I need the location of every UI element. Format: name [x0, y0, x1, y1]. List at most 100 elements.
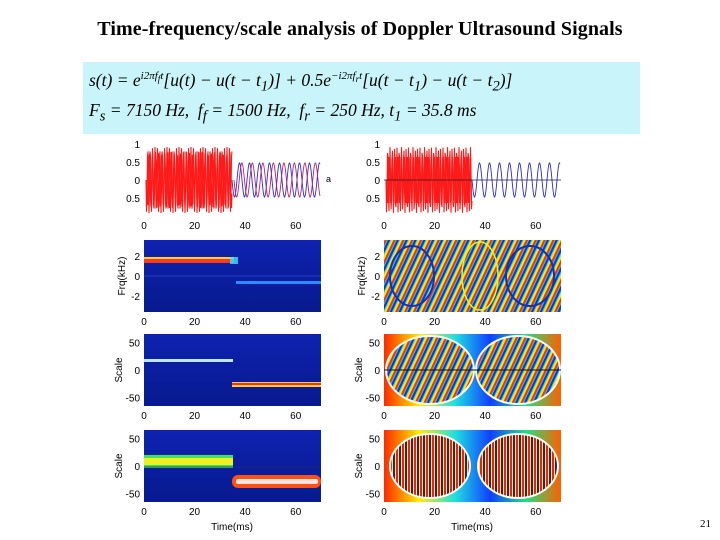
right-phase-scalogram-panel-2 — [384, 430, 561, 502]
time-tick-label: 60 — [530, 411, 542, 422]
signal-tick-label: 0.5 — [366, 158, 380, 169]
signal-tick-label: 0 — [134, 176, 140, 187]
scale-lobe-forward — [389, 433, 471, 499]
time-tick-label: 0 — [381, 317, 387, 328]
signal-tick-label: 1 — [134, 140, 140, 151]
time-tick-label: 60 — [530, 221, 542, 232]
reverse-scale-ridge-core — [232, 383, 321, 385]
scale-tick-label: 50 — [369, 339, 381, 350]
frequency-tick-label: -2 — [131, 292, 140, 303]
time-tick-label: 20 — [429, 507, 441, 518]
left-time-axis-label: Time(ms) — [211, 522, 253, 533]
time-tick-label: 20 — [429, 317, 441, 328]
time-tick-label: 20 — [189, 411, 201, 422]
forward-flow-ridge — [144, 258, 234, 263]
right-scale-axis-label-1: Scale — [354, 357, 365, 382]
frequency-tick-label: -2 — [371, 292, 380, 303]
right-phase-spectrogram — [384, 240, 561, 312]
time-tick-label: 0 — [381, 221, 387, 232]
scale-lobe-reverse — [477, 433, 559, 499]
right-signal-panel — [384, 144, 561, 216]
reverse-flow-ridge — [236, 281, 321, 284]
time-tick-label: 60 — [290, 317, 302, 328]
signal-tick-label: 1 — [374, 140, 380, 151]
right-phase-scalogram-panel-1 — [384, 334, 561, 406]
time-tick-label: 40 — [480, 507, 492, 518]
left-scalogram-panel-1 — [144, 334, 321, 406]
time-tick-label: 60 — [530, 507, 542, 518]
scale-tick-label: 0 — [134, 366, 140, 377]
frequency-tick-label: 2 — [374, 252, 380, 263]
time-tick-label: 40 — [240, 317, 252, 328]
left-freq-axis-label: Frq(kHz) — [117, 257, 128, 296]
frequency-tick-label: 0 — [134, 272, 140, 283]
scale-tick-label: 50 — [129, 435, 141, 446]
frequency-tick-label: 0 — [374, 272, 380, 283]
reverse-scale-band-core — [236, 479, 318, 484]
time-tick-label: 0 — [381, 507, 387, 518]
time-tick-label: 20 — [189, 507, 201, 518]
scale-tick-label: -50 — [126, 489, 141, 500]
left-signal-reverse-trace — [231, 162, 321, 198]
time-tick-label: 20 — [429, 221, 441, 232]
page-number: 21 — [700, 518, 711, 530]
reverse-signal-line-right — [471, 162, 561, 198]
reverse-signal-line-imag — [233, 162, 321, 198]
phase-contour-1 — [389, 245, 435, 307]
time-tick-label: 60 — [290, 221, 302, 232]
right-signal-reverse-trace — [471, 162, 561, 198]
time-tick-label: 0 — [381, 411, 387, 422]
left-signal-panel: a — [144, 144, 331, 216]
scale-tick-label: 0 — [374, 366, 380, 377]
scale-tick-label: -50 — [126, 393, 141, 404]
forward-signal-line-imag — [146, 151, 233, 209]
left-signal-forward-trace — [145, 146, 233, 214]
signal-formula-box: s(t) = ei2πfft[u(t) − u(t − t1)] + 0.5e−… — [83, 62, 640, 134]
time-tick-label: 40 — [240, 507, 252, 518]
forward-signal-line-right-imag — [386, 156, 473, 204]
scale-tick-label: 50 — [129, 339, 141, 350]
signal-tick-label: 0 — [374, 176, 380, 187]
time-tick-label: 0 — [141, 221, 147, 232]
formula-line-1: s(t) = ei2πfft[u(t) − u(t − t1)] + 0.5e−… — [89, 70, 513, 95]
forward-ridge-edge — [230, 257, 238, 264]
scale-tick-label: 0 — [134, 462, 140, 473]
signal-tick-label: 0.5 — [126, 194, 140, 205]
left-scale-axis-label-1: Scale — [114, 357, 125, 382]
time-tick-label: 0 — [141, 317, 147, 328]
slide-title: Time-frequency/scale analysis of Doppler… — [97, 18, 623, 40]
forward-signal-line-right — [385, 147, 473, 213]
time-tick-label: 40 — [480, 221, 492, 232]
left-scalogram-1-background — [144, 334, 321, 406]
phase-contour-2 — [461, 241, 499, 311]
scale-tick-label: 0 — [374, 462, 380, 473]
scale-tick-label: -50 — [366, 393, 381, 404]
time-tick-label: 60 — [290, 411, 302, 422]
panel-a-label: a — [326, 174, 331, 184]
time-tick-label: 20 — [189, 317, 201, 328]
formula-line-2: Fs = 7150 Hz, ff = 1500 Hz, fr = 250 Hz,… — [89, 100, 477, 125]
right-signal-forward-trace — [385, 147, 473, 213]
forward-scale-band-core — [144, 458, 233, 465]
time-tick-label: 40 — [480, 411, 492, 422]
right-phase-spectrogram-panel — [384, 240, 561, 312]
time-tick-label: 60 — [290, 507, 302, 518]
signal-tick-label: 0.5 — [126, 158, 140, 169]
left-spectrogram-panel — [144, 240, 321, 312]
right-time-axis-label: Time(ms) — [451, 522, 493, 533]
signal-tick-label: 0.5 — [366, 194, 380, 205]
time-tick-label: 40 — [480, 317, 492, 328]
time-tick-label: 40 — [240, 411, 252, 422]
forward-scale-ridge — [144, 359, 233, 362]
left-scalogram-panel-2 — [144, 430, 321, 502]
time-tick-label: 40 — [240, 221, 252, 232]
left-scale-axis-label-2: Scale — [114, 453, 125, 478]
frequency-tick-label: 2 — [134, 252, 140, 263]
right-scale-axis-label-2: Scale — [354, 453, 365, 478]
time-tick-label: 0 — [141, 411, 147, 422]
scale-tick-label: 50 — [369, 435, 381, 446]
reverse-signal-line — [231, 162, 321, 198]
scale-tick-label: -50 — [366, 489, 381, 500]
